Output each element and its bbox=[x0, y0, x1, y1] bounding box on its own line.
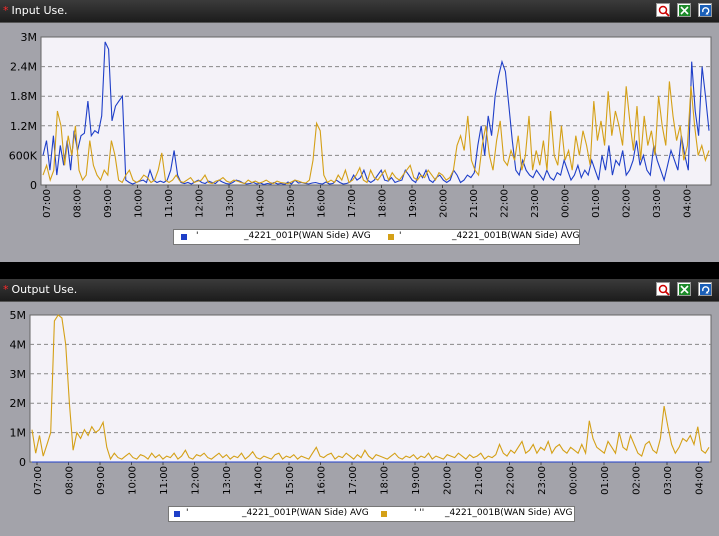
x-tick-label: 07:00 bbox=[42, 189, 53, 218]
x-tick-label: 16:00 bbox=[317, 189, 328, 218]
x-tick-label: 08:00 bbox=[73, 189, 84, 218]
export-excel-button[interactable] bbox=[677, 282, 691, 296]
x-tick-label: 13:00 bbox=[222, 466, 233, 495]
panel-title: * Input Use. bbox=[3, 4, 68, 17]
x-tick-label: 23:00 bbox=[530, 189, 541, 218]
x-tick-label: 03:00 bbox=[663, 466, 674, 495]
x-tick-label: 14:00 bbox=[256, 189, 267, 218]
x-tick-label: 22:00 bbox=[500, 189, 511, 218]
panel-title: * Output Use. bbox=[3, 283, 77, 296]
plot-area bbox=[40, 36, 712, 186]
zoom-icon bbox=[658, 5, 670, 17]
x-tick-label: 19:00 bbox=[408, 189, 419, 218]
x-tick-label: 15:00 bbox=[286, 189, 297, 218]
y-tick-label: 4M bbox=[10, 338, 27, 351]
y-tick-label: 2.4M bbox=[10, 61, 37, 74]
required-star-icon: * bbox=[3, 4, 9, 17]
panel-separator bbox=[0, 262, 719, 279]
x-tick-label: 10:00 bbox=[134, 189, 145, 218]
x-tick-label: 16:00 bbox=[317, 466, 328, 495]
x-tick-label: 18:00 bbox=[378, 189, 389, 218]
panel-title-text: Input Use. bbox=[11, 4, 68, 17]
zoom-button[interactable] bbox=[656, 3, 670, 17]
x-tick-label: 17:00 bbox=[348, 466, 359, 495]
x-tick-label: 17:00 bbox=[347, 189, 358, 218]
legend-swatch-orange bbox=[388, 234, 394, 240]
x-tick-label: 20:00 bbox=[439, 189, 450, 218]
export-excel-icon bbox=[679, 284, 690, 295]
y-tick-label: 3M bbox=[21, 31, 38, 44]
x-tick-label: 01:00 bbox=[591, 189, 602, 218]
series-line-b bbox=[31, 314, 710, 461]
x-tick-label: 22:00 bbox=[506, 466, 517, 495]
panel-title-text: Output Use. bbox=[11, 283, 78, 296]
x-tick-label: 01:00 bbox=[600, 466, 611, 495]
x-tick-label: 02:00 bbox=[622, 189, 633, 218]
legend-prefix: ' bbox=[399, 231, 402, 241]
y-tick-label: 0 bbox=[30, 179, 37, 192]
panel-header: * Input Use. bbox=[0, 0, 719, 23]
x-tick-label: 18:00 bbox=[380, 466, 391, 495]
legend-prefix: ' bbox=[186, 508, 189, 518]
legend-prefix: ' bbox=[196, 231, 199, 241]
x-tick-label: 15:00 bbox=[285, 466, 296, 495]
x-tick-label: 10:00 bbox=[128, 466, 139, 495]
chart-legend: ' _4221_001P(WAN Side) AVG ' _4221_001B(… bbox=[173, 229, 580, 245]
legend-swatch-blue bbox=[181, 234, 187, 240]
y-tick-label: 1.2M bbox=[10, 120, 37, 133]
y-tick-label: 1M bbox=[10, 427, 27, 440]
legend-label-series-b: _4221_001B(WAN Side) AVG bbox=[445, 508, 573, 518]
x-tick-label: 11:00 bbox=[159, 466, 170, 495]
legend-prefix: ' '' bbox=[414, 508, 425, 518]
plot-area bbox=[29, 314, 712, 463]
y-tick-label: 3M bbox=[10, 368, 27, 381]
y-tick-label: 1.8M bbox=[10, 90, 37, 103]
x-tick-label: 08:00 bbox=[65, 466, 76, 495]
y-tick-label: 5M bbox=[10, 309, 27, 322]
legend-swatch-blue bbox=[174, 511, 180, 517]
x-tick-label: 23:00 bbox=[537, 466, 548, 495]
export-excel-icon bbox=[679, 5, 690, 16]
x-tick-label: 09:00 bbox=[103, 189, 114, 218]
series-line-b bbox=[42, 81, 710, 185]
y-tick-label: 0 bbox=[19, 456, 26, 469]
x-tick-label: 02:00 bbox=[632, 466, 643, 495]
x-tick-label: 21:00 bbox=[469, 189, 480, 218]
legend-swatch-orange bbox=[381, 511, 387, 517]
x-tick-label: 11:00 bbox=[164, 189, 175, 218]
required-star-icon: * bbox=[3, 283, 9, 296]
x-tick-label: 19:00 bbox=[411, 466, 422, 495]
export-excel-button[interactable] bbox=[677, 3, 691, 17]
legend-label-series-p: _4221_001P(WAN Side) AVG bbox=[242, 508, 369, 518]
legend-label-series-p: _4221_001P(WAN Side) AVG bbox=[244, 231, 371, 241]
refresh-button[interactable] bbox=[698, 3, 712, 17]
x-tick-label: 12:00 bbox=[195, 189, 206, 218]
refresh-button[interactable] bbox=[698, 282, 712, 296]
x-tick-label: 04:00 bbox=[695, 466, 706, 495]
x-tick-label: 13:00 bbox=[225, 189, 236, 218]
chart-legend: ' _4221_001P(WAN Side) AVG ' '' _4221_00… bbox=[168, 506, 575, 522]
x-tick-label: 09:00 bbox=[96, 466, 107, 495]
input-use-panel: * Input Use. 0 600K 1.2M 1.8M 2.4M 3M 07:00 08:0… bbox=[0, 0, 719, 262]
refresh-icon bbox=[700, 284, 711, 295]
x-tick-label: 14:00 bbox=[254, 466, 265, 495]
output-use-chart: 0 1M 2M 3M 4M 5M 07:00 08:00 09:00 10:00 11:00 12:0… bbox=[10, 309, 712, 495]
zoom-icon bbox=[658, 284, 670, 296]
x-tick-label: 04:00 bbox=[683, 189, 694, 218]
x-tick-label: 07:00 bbox=[33, 466, 44, 495]
x-tick-label: 20:00 bbox=[443, 466, 454, 495]
x-tick-label: 00:00 bbox=[569, 466, 580, 495]
x-tick-label: 12:00 bbox=[191, 466, 202, 495]
x-tick-label: 03:00 bbox=[652, 189, 663, 218]
y-tick-label: 600K bbox=[9, 149, 38, 162]
panel-header: * Output Use. bbox=[0, 279, 719, 302]
x-tick-label: 00:00 bbox=[561, 189, 572, 218]
output-use-panel: * Output Use. 0 1M 2M 3M 4M 5M 07:00 08:00 09:00 1… bbox=[0, 279, 719, 536]
input-use-chart: 0 600K 1.2M 1.8M 2.4M 3M 07:00 08:00 09:00 10:00 1… bbox=[9, 31, 712, 218]
y-tick-label: 2M bbox=[10, 397, 27, 410]
legend-label-series-b: _4221_001B(WAN Side) AVG bbox=[452, 231, 580, 241]
zoom-button[interactable] bbox=[656, 282, 670, 296]
x-tick-label: 21:00 bbox=[474, 466, 485, 495]
refresh-icon bbox=[700, 5, 711, 16]
